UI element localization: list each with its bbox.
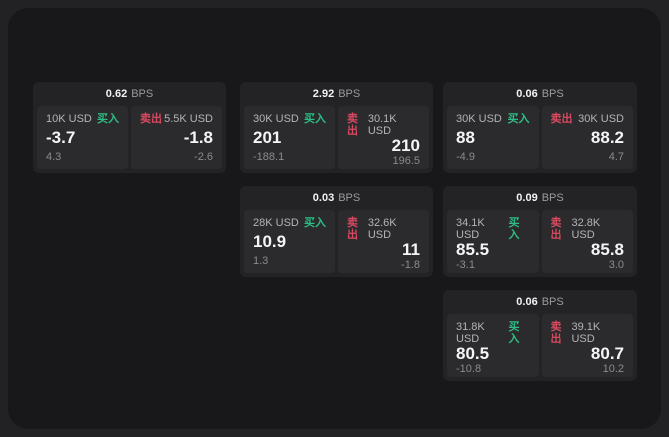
spread-value: 2.92 <box>312 88 335 100</box>
quote-card: 2.92 BPS 30K USD 买入 201 -188.1 卖出 30.1K … <box>240 82 433 173</box>
spread-value: 0.03 <box>312 192 335 204</box>
sell-delta: 196.5 <box>392 155 420 167</box>
card-header: 0.03 BPS <box>240 186 433 210</box>
spread-value: 0.06 <box>516 296 538 308</box>
buy-amount: 10K USD <box>46 113 92 125</box>
buy-quote: 10.9 <box>253 232 287 251</box>
sell-delta: 4.7 <box>608 151 624 163</box>
sell-delta: 10.2 <box>602 363 624 375</box>
buy-amount: 34.1K USD <box>456 217 485 241</box>
quote-panels: 10K USD 买入 -3.7 4.3 卖出 5.5K USD -1.8 -2.… <box>37 106 222 169</box>
spread-value: 0.62 <box>105 88 128 100</box>
quote-card: 0.06 BPS 31.8K USD 买入 80.5 -10.8 卖出 39.1… <box>443 290 637 381</box>
sell-delta: -1.8 <box>401 259 420 271</box>
buy-amount: 31.8K USD <box>456 321 485 345</box>
sell-label: 卖出 <box>550 217 562 241</box>
sell-quote: 88.2 <box>590 128 624 147</box>
bps-unit: BPS <box>131 88 154 100</box>
quote-panels: 30K USD 买入 201 -188.1 卖出 30.1K USD 210 1… <box>244 106 429 169</box>
sell-panel[interactable]: 卖出 30.1K USD 210 196.5 <box>338 106 429 169</box>
sell-delta: 3.0 <box>608 259 624 271</box>
card-header: 2.92 BPS <box>240 82 433 106</box>
sell-quote: 85.8 <box>590 240 624 259</box>
card-header: 0.09 BPS <box>443 186 637 210</box>
buy-delta: 4.3 <box>46 151 62 163</box>
buy-panel[interactable]: 10K USD 买入 -3.7 4.3 <box>37 106 128 169</box>
buy-label: 买入 <box>508 217 520 241</box>
card-header: 0.62 BPS <box>33 82 226 106</box>
sell-amount: 39.1K USD <box>571 321 601 345</box>
buy-panel[interactable]: 30K USD 买入 88 -4.9 <box>447 106 539 169</box>
sell-quote: 11 <box>402 240 420 259</box>
sell-panel[interactable]: 卖出 32.8K USD 85.8 3.0 <box>541 210 633 273</box>
buy-quote: 201 <box>253 128 282 147</box>
sell-label: 卖出 <box>550 321 562 345</box>
quote-card: 0.06 BPS 30K USD 买入 88 -4.9 卖出 30K USD 8… <box>443 82 637 173</box>
quotes-board: 0.62 BPS 10K USD 买入 -3.7 4.3 卖出 5.5K USD… <box>8 8 661 429</box>
sell-label: 卖出 <box>140 113 162 125</box>
sell-amount: 30.1K USD <box>367 113 397 137</box>
sell-amount: 32.6K USD <box>367 217 397 241</box>
spread-value: 0.06 <box>516 88 538 100</box>
sell-label: 卖出 <box>550 113 573 125</box>
bps-unit: BPS <box>541 88 564 100</box>
buy-panel[interactable]: 31.8K USD 买入 80.5 -10.8 <box>447 314 539 377</box>
quote-panels: 28K USD 买入 10.9 1.3 卖出 32.6K USD 11 -1.8 <box>244 210 429 273</box>
buy-quote: 85.5 <box>456 240 490 259</box>
spread-value: 0.09 <box>516 192 538 204</box>
buy-quote: -3.7 <box>46 128 76 147</box>
buy-quote: 88 <box>456 128 475 147</box>
buy-label: 买入 <box>507 113 530 125</box>
buy-quote: 80.5 <box>456 344 490 363</box>
bps-unit: BPS <box>338 88 361 100</box>
bps-unit: BPS <box>541 296 564 308</box>
sell-quote: 210 <box>391 136 420 155</box>
quote-card: 0.09 BPS 34.1K USD 买入 85.5 -3.1 卖出 32.8K… <box>443 186 637 277</box>
buy-amount: 30K USD <box>253 113 299 125</box>
sell-amount: 32.8K USD <box>571 217 601 241</box>
buy-label: 买入 <box>508 321 520 345</box>
sell-label: 卖出 <box>347 217 358 241</box>
buy-delta: -3.1 <box>456 259 475 271</box>
quote-card: 0.62 BPS 10K USD 买入 -3.7 4.3 卖出 5.5K USD… <box>33 82 226 173</box>
buy-label: 买入 <box>304 113 326 125</box>
card-header: 0.06 BPS <box>443 82 637 106</box>
sell-panel[interactable]: 卖出 39.1K USD 80.7 10.2 <box>541 314 633 377</box>
quote-panels: 30K USD 买入 88 -4.9 卖出 30K USD 88.2 4.7 <box>447 106 633 169</box>
buy-delta: 1.3 <box>253 255 269 267</box>
buy-label: 买入 <box>304 217 326 229</box>
buy-panel[interactable]: 30K USD 买入 201 -188.1 <box>244 106 335 169</box>
sell-panel[interactable]: 卖出 32.6K USD 11 -1.8 <box>338 210 429 273</box>
bps-unit: BPS <box>338 192 361 204</box>
sell-quote: -1.8 <box>183 128 213 147</box>
buy-panel[interactable]: 34.1K USD 买入 85.5 -3.1 <box>447 210 539 273</box>
buy-label: 买入 <box>97 113 119 125</box>
sell-quote: 80.7 <box>590 344 624 363</box>
quote-card: 0.03 BPS 28K USD 买入 10.9 1.3 卖出 32.6K US… <box>240 186 433 277</box>
buy-delta: -188.1 <box>253 151 285 163</box>
sell-delta: -2.6 <box>194 151 213 163</box>
sell-panel[interactable]: 卖出 5.5K USD -1.8 -2.6 <box>131 106 222 169</box>
sell-label: 卖出 <box>347 113 358 137</box>
buy-amount: 28K USD <box>253 217 299 229</box>
bps-unit: BPS <box>541 192 564 204</box>
buy-amount: 30K USD <box>456 113 502 125</box>
buy-delta: -10.8 <box>456 363 482 375</box>
sell-amount: 30K USD <box>578 113 624 125</box>
sell-panel[interactable]: 卖出 30K USD 88.2 4.7 <box>541 106 633 169</box>
card-header: 0.06 BPS <box>443 290 637 314</box>
quote-panels: 31.8K USD 买入 80.5 -10.8 卖出 39.1K USD 80.… <box>447 314 633 377</box>
quote-panels: 34.1K USD 买入 85.5 -3.1 卖出 32.8K USD 85.8… <box>447 210 633 273</box>
buy-panel[interactable]: 28K USD 买入 10.9 1.3 <box>244 210 335 273</box>
buy-delta: -4.9 <box>456 151 475 163</box>
sell-amount: 5.5K USD <box>164 113 213 125</box>
